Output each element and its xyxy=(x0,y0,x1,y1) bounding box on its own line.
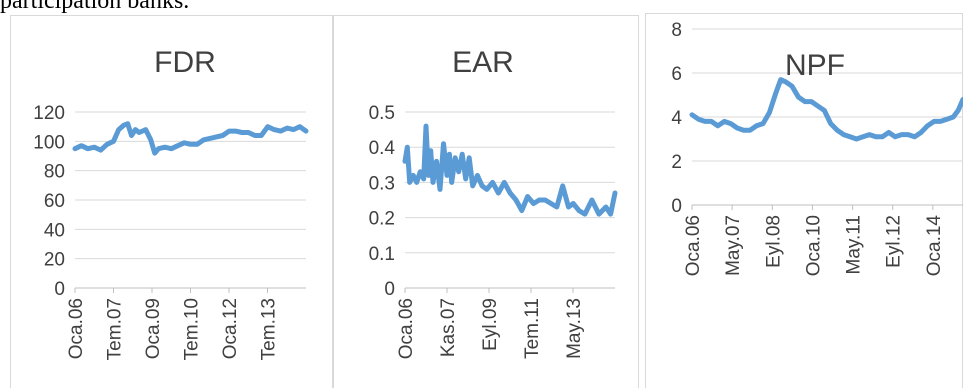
fdr-xtick-label: Tem.13 xyxy=(259,298,280,360)
npf-xtick-label: Oca.06 xyxy=(683,215,704,276)
ear-ytick-label: 0.2 xyxy=(369,209,395,230)
fdr-xtick-label: Oca.09 xyxy=(143,298,164,359)
npf-xtick-label: Eyl.08 xyxy=(763,215,784,268)
ear-xtick-label: Tem.11 xyxy=(522,298,543,359)
fdr-xtick-label: Tem.10 xyxy=(182,298,203,360)
fdr-ytick-label: 120 xyxy=(33,103,65,124)
fdr-ytick-label: 40 xyxy=(44,220,65,241)
npf-xtick-label: Eyl.12 xyxy=(884,215,905,268)
ear-ytick-label: 0.5 xyxy=(369,103,395,124)
npf-ytick-label: 4 xyxy=(671,108,682,129)
npf-ytick-label: 0 xyxy=(671,196,682,217)
ear-xtick-label: Kas.07 xyxy=(438,298,459,357)
fdr-xtick-label: Oca.12 xyxy=(220,298,241,359)
chart-npf: 0 2 4 6 8 Oca.06 May.07 Eyl.08 Oca.10 May.11 Eyl.1… xyxy=(645,13,963,388)
ear-xtick-label: Oca.06 xyxy=(396,298,417,359)
npf-xtick-label: Oca.10 xyxy=(803,215,824,276)
fdr-ytick-label: 80 xyxy=(44,162,65,183)
fdr-chart-title: FDR xyxy=(154,46,216,79)
fdr-ytick-label: 60 xyxy=(44,191,65,212)
chart-ear: 0 0.1 0.2 0.3 0.4 0.5 Oca.06 Kas.07 Eyl.09 Tem.11… xyxy=(333,15,639,388)
fdr-ytick-label: 100 xyxy=(33,132,65,153)
ear-ytick-label: 0.3 xyxy=(369,173,395,194)
ear-frame xyxy=(333,15,639,388)
ear-ytick-label: 0.4 xyxy=(369,138,396,159)
ear-ytick-label: 0.1 xyxy=(369,244,395,265)
fdr-ytick-label: 0 xyxy=(54,279,65,300)
npf-xtick-label: May.07 xyxy=(723,215,744,276)
caption-text: participation banks. xyxy=(0,0,190,14)
ear-xtick-label: May.13 xyxy=(564,298,585,359)
npf-xtick-label: Oca.14 xyxy=(924,215,945,277)
npf-series-line xyxy=(689,77,963,142)
npf-ytick-label: 8 xyxy=(671,20,682,41)
fdr-xtick-label: Tem.07 xyxy=(105,298,126,360)
npf-chart-title: NPF xyxy=(785,49,845,82)
ear-series-line xyxy=(402,123,618,217)
ear-xtick-label: Eyl.09 xyxy=(480,298,501,351)
fdr-ytick-label: 20 xyxy=(44,250,65,271)
npf-xtick-label: May.11 xyxy=(844,215,865,275)
fdr-xtick-label: Oca.06 xyxy=(66,298,87,359)
ear-ytick-label: 0 xyxy=(384,279,395,300)
npf-ytick-label: 2 xyxy=(671,152,682,173)
ear-chart-title: EAR xyxy=(452,46,514,79)
fdr-series-line xyxy=(72,121,309,156)
fdr-frame xyxy=(10,15,333,388)
npf-ytick-label: 6 xyxy=(671,64,682,85)
chart-fdr: 0 20 40 60 80 100 120 Oca.06 Tem.07 Oca.09 Tem.10 O… xyxy=(10,15,333,388)
